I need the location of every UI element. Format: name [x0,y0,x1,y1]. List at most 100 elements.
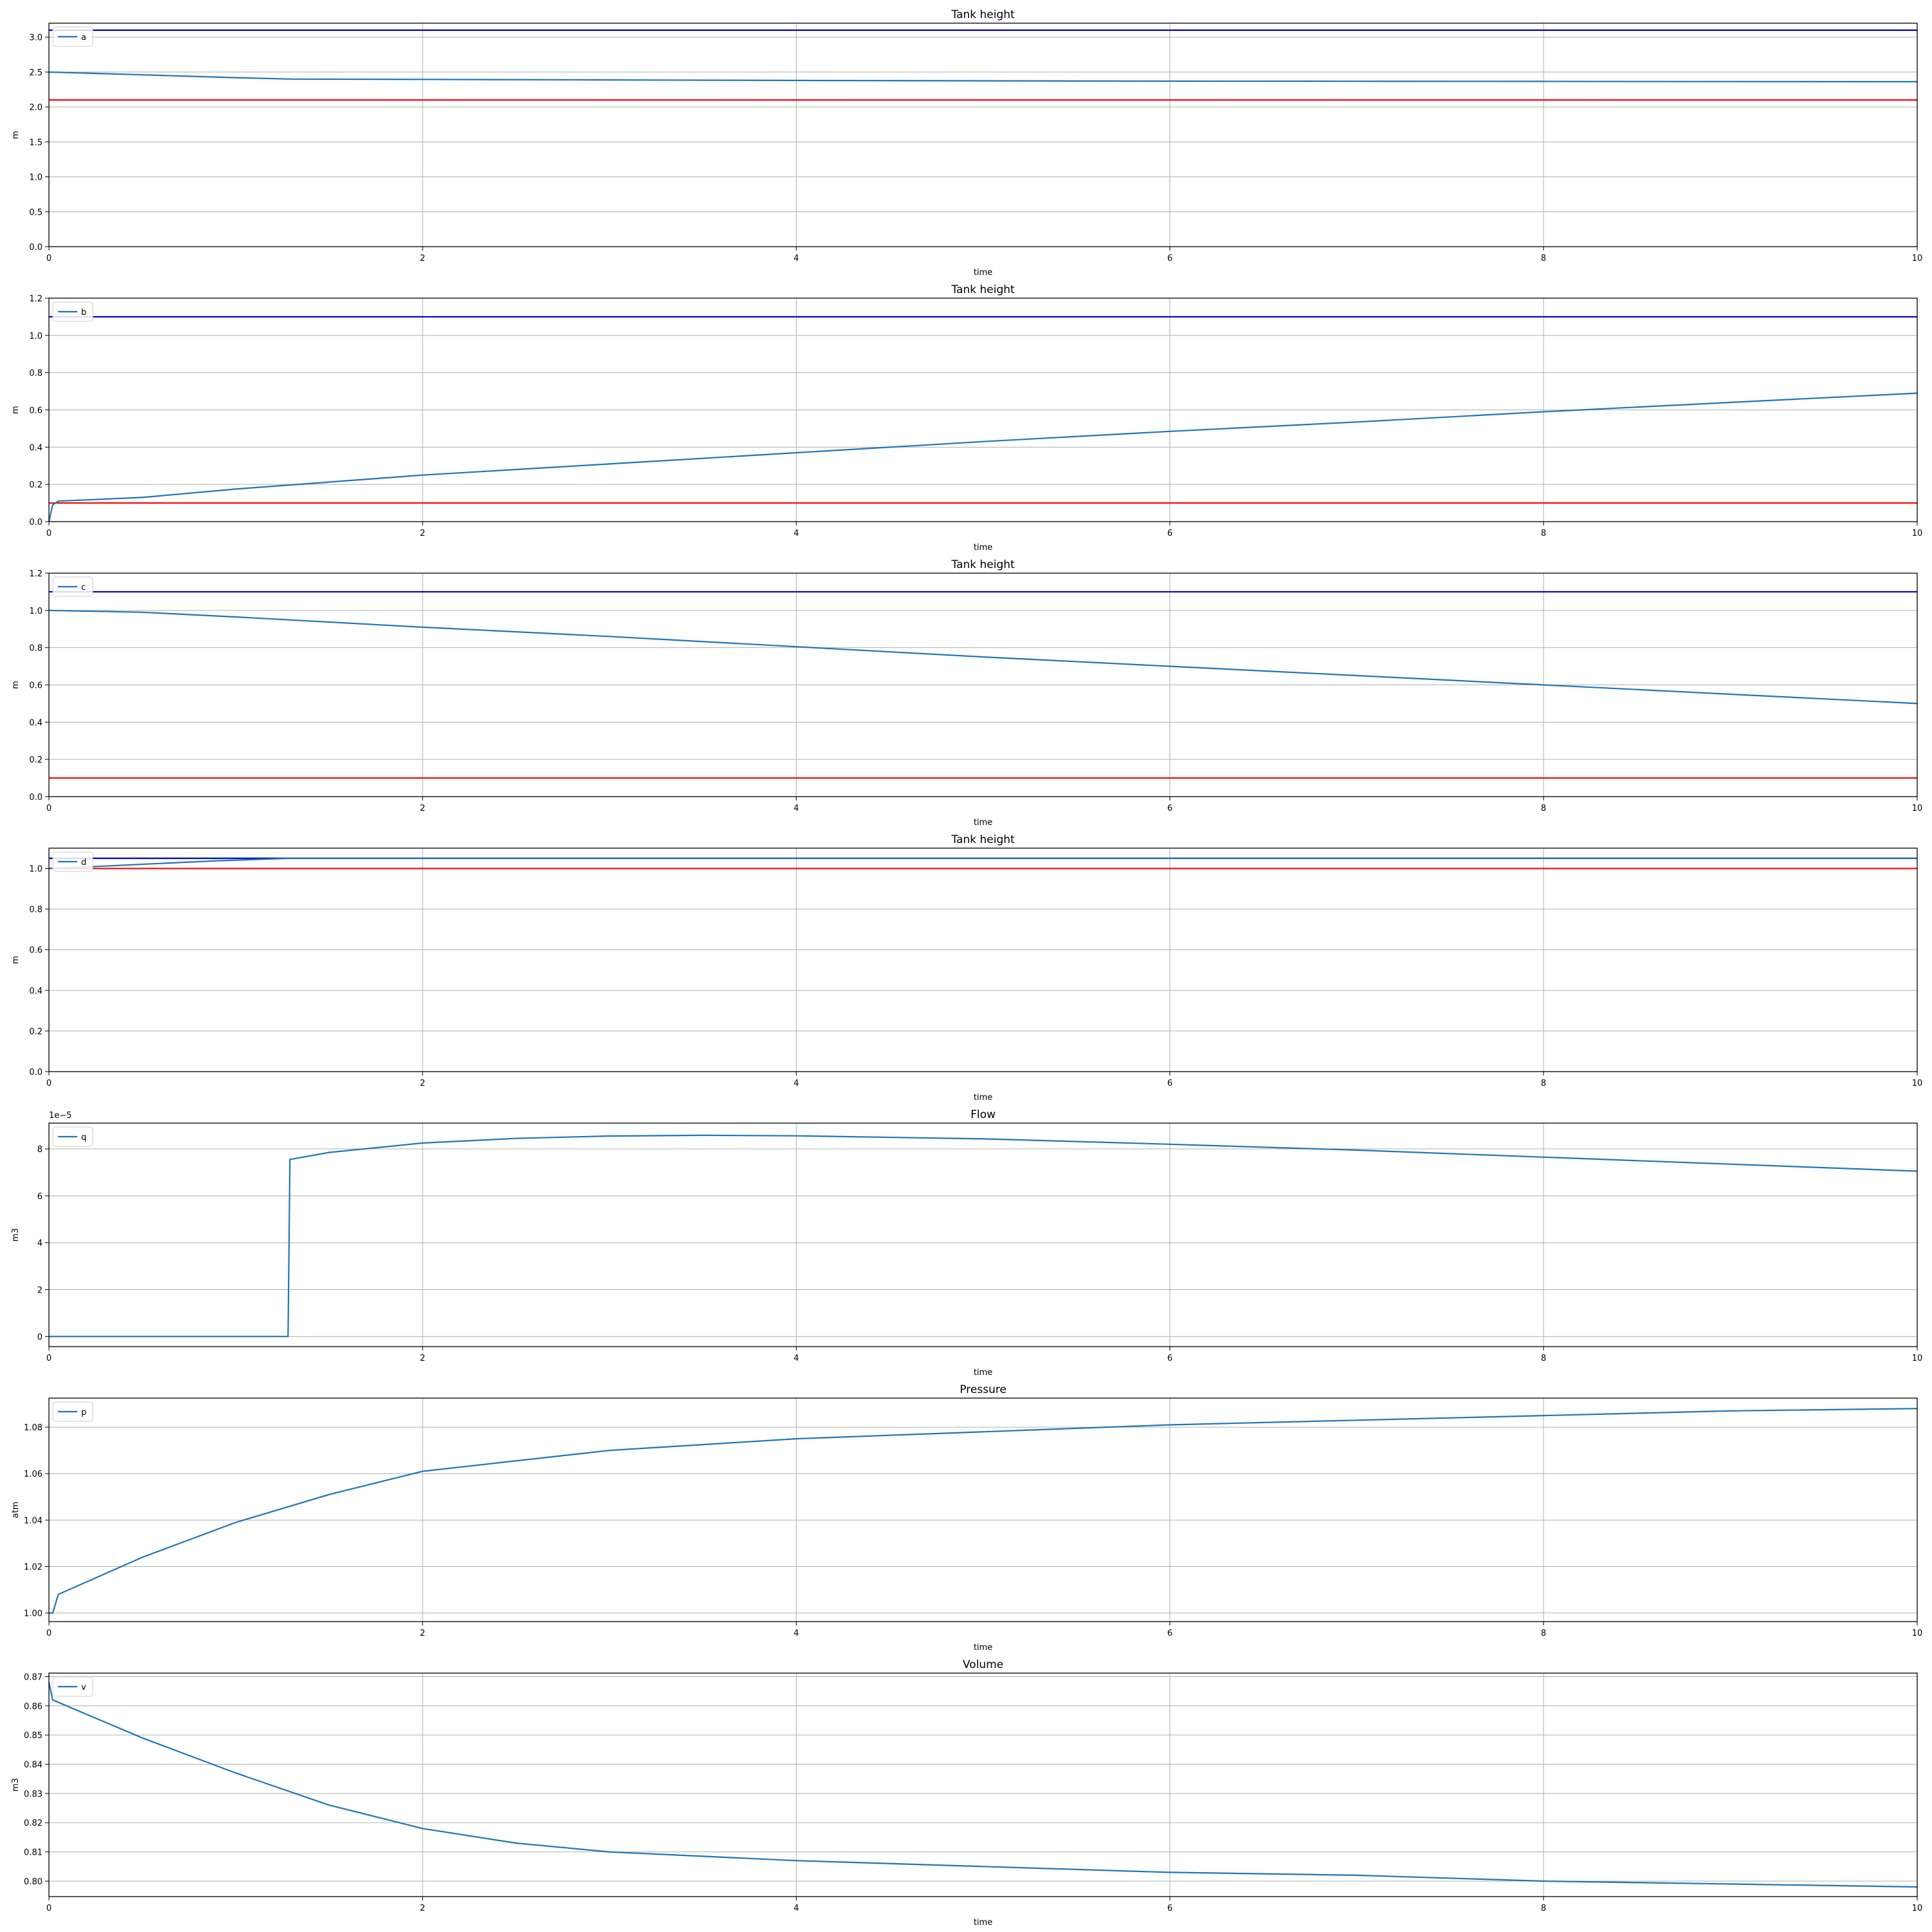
y-tick-label: 0.85 [24,1731,43,1741]
x-tick-label: 6 [1167,1629,1172,1638]
y-tick-label: 1.5 [29,138,43,147]
y-tick-label: 1.02 [24,1563,43,1573]
x-tick-label: 4 [793,1904,799,1913]
y-tick-label: 0.0 [29,243,43,252]
x-tick-label: 10 [1912,1354,1923,1363]
y-tick-label: 0.0 [29,518,43,527]
y-tick-label: 0.4 [29,718,43,728]
y-tick-label: 0.5 [29,208,43,218]
y-tick-label: 1.2 [29,569,43,579]
x-tick-label: 4 [793,254,799,263]
x-tick-label: 4 [793,529,799,538]
subplot-3: 0 2 4 6 8 10 0.0 0.2 0.4 0.6 0.8 1.0 1.2 Tank height t… [11,558,1922,828]
x-tick-label: 0 [46,1629,52,1638]
subplot-2: 0 2 4 6 8 10 0.0 0.2 0.4 0.6 0.8 1.0 1.2 Tank height t… [11,283,1922,553]
x-tick-label: 8 [1541,529,1546,538]
y-tick-label: 0.2 [29,1027,43,1037]
x-tick-label: 2 [420,1079,425,1088]
y-tick-label: 0.83 [24,1790,43,1799]
chart-title: Volume [963,1658,1003,1671]
x-tick-label: 10 [1912,1079,1923,1088]
subplot-4: 0 2 4 6 8 10 0.0 0.2 0.4 0.6 0.8 1.0 Tank height time… [11,833,1922,1103]
chart-title: Tank height [951,558,1015,571]
series-line-q [49,1134,1918,1338]
x-tick-label: 6 [1167,1354,1172,1363]
y-axis-label: m [11,956,21,964]
x-tick-label: 2 [420,804,425,813]
y-tick-label: 1.04 [24,1516,43,1526]
x-tick-label: 0 [46,1904,52,1913]
x-tick-label: 8 [1541,1629,1546,1638]
y-tick-label: 0.4 [29,987,43,996]
y-tick-label: 0.8 [29,905,43,915]
x-tick-label: 8 [1541,804,1546,813]
x-tick-label: 0 [46,1354,52,1363]
y-tick-label: 1.06 [24,1470,43,1479]
x-tick-label: 6 [1167,254,1172,263]
x-tick-label: 0 [46,804,52,813]
x-tick-label: 8 [1541,254,1546,263]
x-tick-label: 0 [46,1079,52,1088]
legend-label: c [81,583,86,592]
x-tick-label: 4 [793,1354,799,1363]
x-tick-label: 8 [1541,1354,1546,1363]
series-line-v [48,1682,1918,1888]
legend: q [52,1126,93,1147]
y-tick-label: 1.0 [29,173,43,183]
series-line-c [48,609,1918,705]
y-tick-label: 0.84 [24,1761,43,1770]
series-line-p [49,1408,1918,1614]
x-tick-label: 10 [1912,529,1923,538]
legend: d [52,851,93,872]
legend-label: p [81,1408,86,1417]
x-tick-label: 2 [420,1354,425,1363]
x-axis-label: time [974,1093,992,1103]
x-tick-label: 4 [793,1629,799,1638]
axes-frame [48,23,1918,247]
y-tick-label: 0.86 [24,1702,43,1712]
legend: p [52,1401,93,1422]
y-tick-label: 0 [37,1332,43,1342]
axis-offset-text: 1e−5 [49,1111,71,1121]
y-tick-label: 1.08 [24,1423,43,1433]
subplot-1: 0 2 4 6 8 10 0.0 0.5 1.0 1.5 2.0 2.5 3.0 Tank height t… [11,8,1922,278]
series-line-b [48,392,1918,522]
axes-frame [48,573,1918,797]
y-tick-label: 2 [37,1286,43,1296]
legend-label: q [81,1133,86,1142]
x-tick-label: 4 [793,1079,799,1088]
legend-label: d [81,858,86,867]
x-tick-label: 4 [793,804,799,813]
y-tick-label: 6 [37,1192,43,1202]
y-tick-label: 0.2 [29,755,43,765]
y-tick-label: 0.2 [29,480,43,490]
chart-title: Tank height [951,833,1015,846]
axes-frame [48,298,1918,522]
axes-frame [48,1397,1918,1622]
axes-frame [48,1122,1918,1347]
y-tick-label: 1.00 [24,1609,43,1619]
legend: v [52,1676,93,1697]
series-line-a [48,71,1918,82]
y-tick-label: 2.5 [29,68,43,78]
x-tick-label: 8 [1541,1904,1546,1913]
x-tick-label: 10 [1912,1904,1923,1913]
chart-title: Tank height [951,283,1015,296]
x-tick-label: 8 [1541,1079,1546,1088]
legend: a [52,26,93,47]
legend-label: a [81,33,86,43]
x-tick-label: 10 [1912,254,1923,263]
legend-label: b [81,308,86,317]
y-tick-label: 0.4 [29,443,43,453]
y-tick-label: 4 [37,1239,43,1249]
y-tick-label: 8 [37,1145,43,1155]
y-tick-label: 1.0 [29,865,43,875]
x-tick-label: 6 [1167,804,1172,813]
x-tick-label: 2 [420,529,425,538]
axes-frame [48,848,1918,1072]
y-tick-label: 0.6 [29,681,43,691]
legend: c [52,576,93,597]
chart-title: Pressure [960,1383,1007,1396]
y-tick-label: 2.0 [29,103,43,113]
x-tick-label: 10 [1912,1629,1923,1638]
